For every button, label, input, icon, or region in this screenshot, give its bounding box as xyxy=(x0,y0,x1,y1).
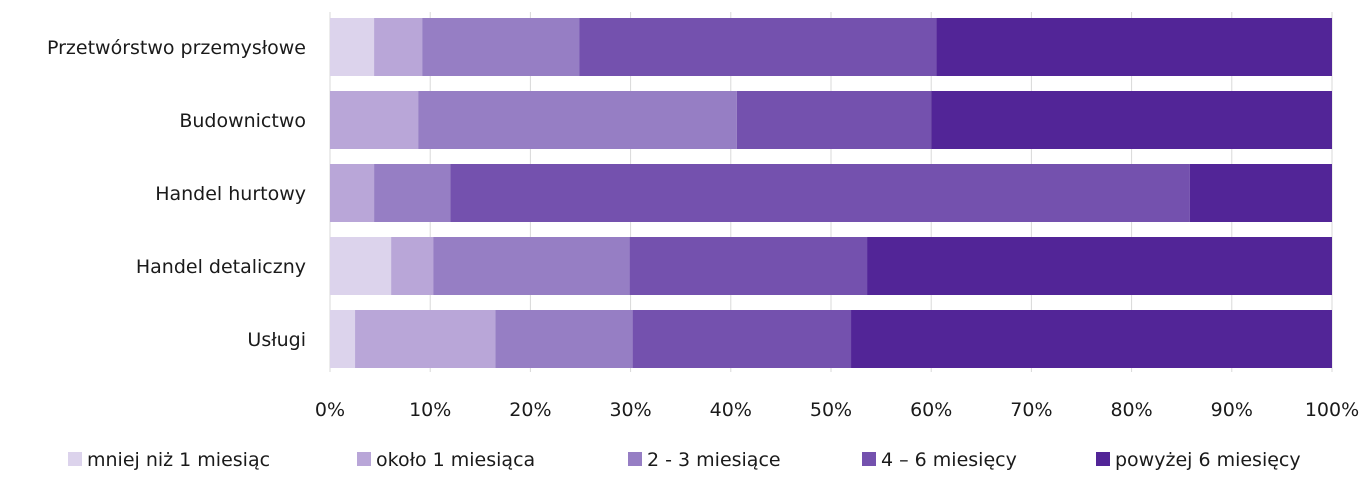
x-tick-label: 90% xyxy=(1211,399,1253,421)
legend-label: 4 – 6 miesięcy xyxy=(881,449,1017,471)
legend-swatch xyxy=(1096,452,1110,466)
category-label: Handel detaliczny xyxy=(136,256,306,278)
bar-segment xyxy=(867,237,1332,295)
legend-label: mniej niż 1 miesiąc xyxy=(87,449,270,471)
x-tick-label: 30% xyxy=(609,399,651,421)
bar-segment xyxy=(330,18,375,76)
legend-swatch xyxy=(357,452,371,466)
bar-segment xyxy=(330,91,419,149)
bar-segment xyxy=(851,310,1332,368)
x-tick-label: 10% xyxy=(409,399,451,421)
x-tick-label: 40% xyxy=(710,399,752,421)
category-label: Przetwórstwo przemysłowe xyxy=(47,37,306,59)
bar-segment xyxy=(422,18,580,76)
bar-segment xyxy=(1189,164,1332,222)
category-label: Handel hurtowy xyxy=(155,183,306,205)
bar-segment xyxy=(330,237,392,295)
category-label: Budownictwo xyxy=(179,110,306,132)
x-tick-label: 20% xyxy=(509,399,551,421)
legend: mniej niż 1 miesiąc około 1 miesiąca 2 - 3… xyxy=(68,449,1301,471)
bar-segment xyxy=(632,310,852,368)
category-label: Usługi xyxy=(247,329,306,351)
x-tick-label: 80% xyxy=(1110,399,1152,421)
x-axis-ticks: 0% 10% 20% 30% 40% 50% 60% 70% 80% 90% 100% xyxy=(315,399,1359,421)
bar-segment xyxy=(736,91,932,149)
bar-segment xyxy=(374,164,451,222)
x-tick-label: 70% xyxy=(1010,399,1052,421)
legend-swatch xyxy=(68,452,82,466)
legend-swatch xyxy=(862,452,876,466)
bar-segment xyxy=(418,91,737,149)
bar-segment xyxy=(450,164,1190,222)
bar-segment xyxy=(931,91,1332,149)
bar-segment xyxy=(579,18,937,76)
bar-segment xyxy=(936,18,1332,76)
x-tick-label: 60% xyxy=(910,399,952,421)
legend-swatch xyxy=(628,452,642,466)
category-labels: Przetwórstwo przemysłowe Budownictwo Hande… xyxy=(47,37,306,351)
bar-segment xyxy=(374,18,423,76)
bar-segment xyxy=(433,237,630,295)
bar-segment xyxy=(629,237,868,295)
bar-segment xyxy=(495,310,633,368)
bar-segment xyxy=(330,310,356,368)
bar-segment xyxy=(355,310,496,368)
bar-segment xyxy=(330,164,375,222)
bar-segment xyxy=(391,237,434,295)
x-tick-label: 100% xyxy=(1305,399,1359,421)
legend-label: 2 - 3 miesiące xyxy=(647,449,781,471)
x-tick-label: 50% xyxy=(810,399,852,421)
x-tick-label: 0% xyxy=(315,399,345,421)
bars xyxy=(330,18,1332,368)
legend-label: około 1 miesiąca xyxy=(376,449,535,471)
legend-label: powyżej 6 miesięcy xyxy=(1115,449,1301,471)
